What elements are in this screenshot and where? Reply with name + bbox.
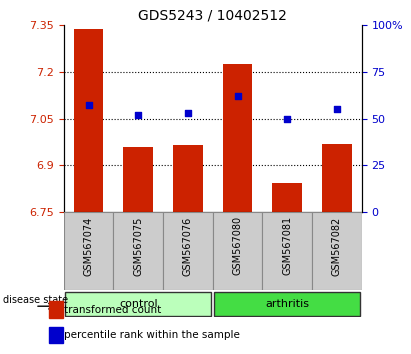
Text: percentile rank within the sample: percentile rank within the sample [64,330,240,340]
Bar [272,183,302,212]
Bar [213,212,262,290]
Text: GSM567076: GSM567076 [183,216,193,275]
Text: arthritis: arthritis [265,298,309,309]
Text: GSM567080: GSM567080 [233,216,242,275]
Bar [74,29,104,212]
Point [284,116,291,121]
Bar [65,292,211,315]
Text: GSM567082: GSM567082 [332,216,342,275]
Text: GSM567074: GSM567074 [83,216,94,275]
Bar [49,302,63,318]
Bar [173,145,203,212]
Bar [64,212,113,290]
Title: GDS5243 / 10402512: GDS5243 / 10402512 [138,8,287,22]
Bar [312,212,362,290]
Bar [214,292,360,315]
Bar [163,212,213,290]
Point [185,110,191,116]
Bar [123,147,153,212]
Point [135,112,141,118]
Text: control: control [119,298,157,309]
Bar [262,212,312,290]
Point [334,106,340,112]
Text: transformed count: transformed count [64,304,162,315]
Bar [322,144,352,212]
Bar [223,64,252,212]
Text: GSM567075: GSM567075 [133,216,143,276]
Point [234,93,241,99]
Bar [113,212,163,290]
Text: disease state: disease state [2,295,68,305]
Point [85,103,92,108]
Text: GSM567081: GSM567081 [282,216,292,275]
Bar [49,327,63,343]
